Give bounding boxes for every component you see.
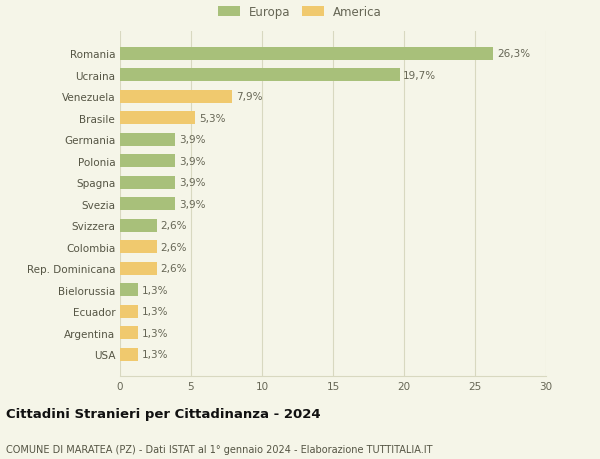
Bar (120, 262, 157, 275)
Bar (120, 112, 195, 125)
Bar (120, 241, 157, 253)
Text: 7,9%: 7,9% (236, 92, 262, 102)
Text: 1,3%: 1,3% (142, 328, 169, 338)
Bar (120, 155, 175, 168)
Text: 19,7%: 19,7% (403, 71, 436, 81)
Text: COMUNE DI MARATEA (PZ) - Dati ISTAT al 1° gennaio 2024 - Elaborazione TUTTITALIA: COMUNE DI MARATEA (PZ) - Dati ISTAT al 1… (6, 444, 433, 454)
Text: 1,3%: 1,3% (142, 285, 169, 295)
Text: 2,6%: 2,6% (160, 263, 187, 274)
Text: 1,3%: 1,3% (142, 307, 169, 316)
Bar (120, 69, 400, 82)
Text: 3,9%: 3,9% (179, 178, 205, 188)
Bar (120, 134, 175, 146)
Bar (120, 219, 157, 232)
Text: 3,9%: 3,9% (179, 135, 205, 145)
Bar (120, 48, 493, 61)
Text: 1,3%: 1,3% (142, 349, 169, 359)
Bar (120, 305, 139, 318)
Bar (120, 284, 139, 297)
Text: 3,9%: 3,9% (179, 157, 205, 166)
Text: 2,6%: 2,6% (160, 242, 187, 252)
Text: Cittadini Stranieri per Cittadinanza - 2024: Cittadini Stranieri per Cittadinanza - 2… (6, 407, 320, 420)
Text: 5,3%: 5,3% (199, 113, 226, 123)
Text: 3,9%: 3,9% (179, 199, 205, 209)
Bar (120, 90, 232, 104)
Text: 2,6%: 2,6% (160, 221, 187, 231)
Bar (120, 198, 175, 211)
Bar (120, 176, 175, 189)
Legend: Europa, America: Europa, America (218, 6, 382, 19)
Bar (120, 348, 139, 361)
Text: 26,3%: 26,3% (497, 49, 530, 59)
Bar (120, 326, 139, 339)
